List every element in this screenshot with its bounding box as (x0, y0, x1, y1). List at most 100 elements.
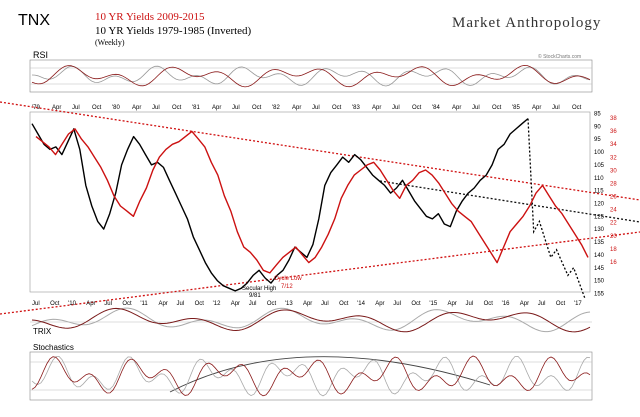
right-axis-black-tick: 100 (594, 150, 605, 156)
right-axis-red-tick: 34 (610, 142, 617, 148)
bottom-axis-tick-label: Jul (32, 301, 40, 307)
top-axis-tick-label: '80 (112, 105, 120, 111)
right-axis-red-tick: 26 (610, 195, 617, 201)
right-axis-black-tick: 125 (594, 214, 605, 220)
top-axis-tick-label: Oct (492, 105, 502, 111)
bottom-axis-tick-label: '12 (213, 301, 221, 307)
right-axis-red-tick: 22 (610, 221, 617, 227)
bottom-axis-tick-label: Oct (339, 301, 349, 307)
top-axis-tick-label: '81 (192, 105, 200, 111)
top-axis-tick-label: '84 (432, 105, 440, 111)
top-axis-tick-label: Apr (132, 105, 141, 111)
top-axis-tick-label: '83 (352, 105, 360, 111)
series-1979-label: 10 YR Yields 1979-1985 (Inverted) (95, 25, 252, 37)
stoch-arc (169, 356, 491, 393)
top-axis-tick-label: Jul (232, 105, 240, 111)
bottom-axis-tick-label: '15 (429, 301, 437, 307)
right-axis-red-tick: 30 (610, 168, 617, 174)
stoch-panel: Stochastics (29, 343, 593, 401)
right-axis-red-tick: 28 (610, 181, 617, 187)
top-axis-tick-label: Oct (252, 105, 262, 111)
bottom-axis-tick-label: Oct (267, 301, 277, 307)
rsi-red-line (31, 64, 591, 88)
right-axis-black-tick: 155 (594, 292, 605, 298)
rsi-panel: RSI (29, 50, 593, 93)
top-axis-tick-label: Apr (452, 105, 461, 111)
top-axis-tick-label: Jul (472, 105, 480, 111)
top-axis-tick-label: Jul (72, 105, 80, 111)
right-axis-black-tick: 95 (594, 137, 601, 143)
brand-label: Market Anthropology (452, 15, 601, 31)
top-axis-tick-label: Jul (392, 105, 400, 111)
top-axis: '79AprJulOct'80AprJulOct'81AprJulOct'82A… (32, 105, 582, 111)
cycle-low-date: 7/12 (281, 284, 293, 290)
bottom-axis-tick-label: Apr (303, 301, 312, 307)
top-axis-tick-label: Oct (92, 105, 102, 111)
right-axis-black-tick: 130 (594, 227, 605, 233)
top-axis-tick-label: Oct (332, 105, 342, 111)
watermark: © StockCharts.com (538, 53, 581, 60)
bottom-axis: Jul Oct '10 Apr Jul Oct '11 Apr Jul Oct '12 Apr Jul O… (32, 301, 582, 307)
bottom-axis-tick-label: Apr (86, 301, 95, 307)
bottom-axis-tick-label: '14 (357, 301, 365, 307)
trix-red-line (31, 307, 591, 333)
bottom-axis-tick-label: Apr (447, 301, 456, 307)
top-axis-tick-label: Oct (172, 105, 182, 111)
right-axis-black-tick: 110 (594, 176, 604, 182)
bottom-axis-tick-label: Oct (484, 301, 494, 307)
right-axis-black-tick: 145 (594, 266, 605, 272)
main-frame (29, 111, 591, 293)
annotations: Secular High 9/81 Cycle Low 7/12 (242, 276, 302, 299)
top-axis-tick-label: Apr (52, 105, 61, 111)
bottom-axis-tick-label: '13 (285, 301, 293, 307)
top-axis-tick-label: Oct (412, 105, 422, 111)
bottom-axis-tick-label: Oct (556, 301, 566, 307)
top-axis-tick-label: '85 (512, 105, 520, 111)
right-axis-black-tick: 150 (594, 279, 605, 285)
right-axis-red-tick: 32 (610, 155, 617, 161)
top-axis-tick-label: Apr (292, 105, 301, 111)
stoch-label: Stochastics (33, 343, 74, 352)
bottom-axis-tick-label: Oct (195, 301, 205, 307)
top-axis-tick-label: Oct (572, 105, 582, 111)
top-axis-tick-label: Jul (152, 105, 160, 111)
bottom-axis-tick-label: '17 (574, 301, 582, 307)
trendlines (0, 101, 640, 315)
series-layer (31, 118, 589, 299)
lower-channel-line (0, 231, 640, 315)
bottom-axis-tick-label: '16 (502, 301, 510, 307)
right-axis-red-tick: 16 (610, 260, 617, 266)
right-axis-red-tick: 18 (610, 247, 617, 253)
right-axis-black-tick: 90 (594, 124, 601, 130)
right-axis-red-tick: 24 (610, 208, 617, 214)
bottom-axis-tick-label: Apr (375, 301, 384, 307)
top-axis-tick-label: Jul (312, 105, 320, 111)
right-axis-red-tick: 38 (610, 116, 617, 122)
bottom-axis-tick-label: Jul (104, 301, 112, 307)
bottom-axis-tick-label: Jul (466, 301, 474, 307)
right-axis-red-tick: 20 (610, 234, 617, 240)
bottom-axis-tick-label: Apr (520, 301, 529, 307)
top-axis-tick-label: Apr (212, 105, 221, 111)
series-2009-label: 10 YR Yields 2009-2015 (95, 11, 205, 23)
series-1979-forecast-line (527, 118, 586, 299)
header: TNX 10 YR Yields 2009-2015 10 YR Yields … (18, 11, 601, 60)
secular-high-date: 9/81 (249, 293, 261, 299)
cycle-low-label: Cycle Low (274, 276, 302, 282)
rsi-frame (29, 59, 593, 93)
right-axis-black-tick: 120 (594, 202, 605, 208)
right-axis-inverted: 85 90 95 100 105 110 115 120 125 130 135 140 145 150 1… (594, 112, 605, 298)
top-axis-tick-label: Apr (372, 105, 381, 111)
upper-channel-line (0, 101, 640, 201)
bottom-axis-tick-label: Oct (411, 301, 421, 307)
right-axis-black-tick: 105 (594, 163, 605, 169)
bottom-axis-tick-label: Apr (231, 301, 240, 307)
top-axis-tick-label: '82 (272, 105, 280, 111)
top-axis-tick-label: Jul (552, 105, 560, 111)
bottom-axis-tick-label: Oct (50, 301, 60, 307)
trix-label: TRIX (33, 327, 52, 336)
trix-panel: TRIX (30, 307, 592, 336)
stoch-red-line (31, 355, 591, 397)
bottom-axis-tick-label: Jul (321, 301, 329, 307)
